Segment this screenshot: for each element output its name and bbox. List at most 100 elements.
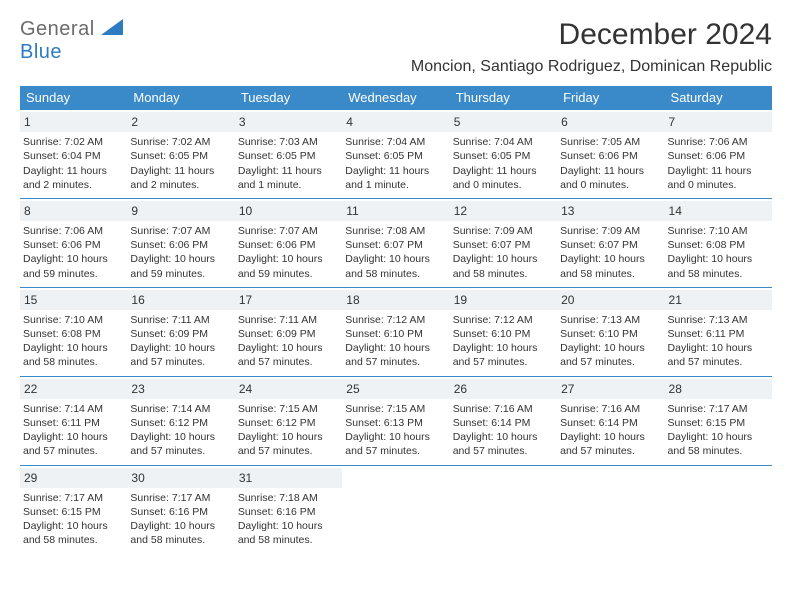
sunset-text: Sunset: 6:06 PM — [668, 149, 769, 163]
daylight-text: Daylight: 10 hours and 57 minutes. — [238, 430, 339, 458]
calendar-cell: 5Sunrise: 7:04 AMSunset: 6:05 PMDaylight… — [450, 110, 557, 199]
sunrise-text: Sunrise: 7:13 AM — [668, 313, 769, 327]
logo-text-wrap: General Blue — [20, 18, 123, 64]
day-number: 24 — [235, 379, 342, 399]
day-number: 30 — [127, 468, 234, 488]
sunrise-text: Sunrise: 7:12 AM — [345, 313, 446, 327]
calendar-cell: 14Sunrise: 7:10 AMSunset: 6:08 PMDayligh… — [665, 198, 772, 287]
sunrise-text: Sunrise: 7:14 AM — [130, 402, 231, 416]
daylight-text: Daylight: 10 hours and 57 minutes. — [453, 430, 554, 458]
sunrise-text: Sunrise: 7:07 AM — [130, 224, 231, 238]
weekday-header: Friday — [557, 86, 664, 110]
day-number: 25 — [342, 379, 449, 399]
sunset-text: Sunset: 6:08 PM — [23, 327, 124, 341]
calendar-cell: 26Sunrise: 7:16 AMSunset: 6:14 PMDayligh… — [450, 376, 557, 465]
calendar-table: Sunday Monday Tuesday Wednesday Thursday… — [20, 86, 772, 553]
weekday-header: Sunday — [20, 86, 127, 110]
sunset-text: Sunset: 6:07 PM — [345, 238, 446, 252]
day-number: 26 — [450, 379, 557, 399]
calendar-cell: 30 Sunrise: 7:17 AMSunset: 6:16 PMDayligh… — [127, 465, 234, 553]
calendar-cell: 10Sunrise: 7:07 AMSunset: 6:06 PMDayligh… — [235, 198, 342, 287]
daylight-text: Daylight: 10 hours and 59 minutes. — [130, 252, 231, 280]
day-number: 11 — [342, 201, 449, 221]
sunrise-text: Sunrise: 7:12 AM — [453, 313, 554, 327]
day-number: 8 — [20, 201, 127, 221]
sunrise-text: Sunrise: 7:11 AM — [238, 313, 339, 327]
weekday-header: Wednesday — [342, 86, 449, 110]
daylight-text: Daylight: 10 hours and 57 minutes. — [560, 430, 661, 458]
daylight-text: Daylight: 10 hours and 58 minutes. — [668, 252, 769, 280]
calendar-cell: 24 Sunrise: 7:15 AMSunset: 6:12 PMDayligh… — [235, 376, 342, 465]
sunrise-text: Sunrise: 7:08 AM — [345, 224, 446, 238]
calendar-cell: 17Sunrise: 7:11 AMSunset: 6:09 PMDayligh… — [235, 287, 342, 376]
day-number: 4 — [342, 112, 449, 132]
calendar-cell: 8Sunrise: 7:06 AMSunset: 6:06 PMDaylight… — [20, 198, 127, 287]
sunrise-text: Sunrise: 7:09 AM — [453, 224, 554, 238]
sunset-text: Sunset: 6:14 PM — [560, 416, 661, 430]
daylight-text: Daylight: 10 hours and 58 minutes. — [130, 519, 231, 547]
calendar-cell: 22Sunrise: 7:14 AMSunset: 6:11 PMDayligh… — [20, 376, 127, 465]
day-number: 3 — [235, 112, 342, 132]
sunset-text: Sunset: 6:08 PM — [668, 238, 769, 252]
sunset-text: Sunset: 6:16 PM — [130, 505, 231, 519]
calendar-row: 8Sunrise: 7:06 AMSunset: 6:06 PMDaylight… — [20, 198, 772, 287]
sunset-text: Sunset: 6:16 PM — [238, 505, 339, 519]
day-number: 27 — [557, 379, 664, 399]
sunrise-text: Sunrise: 7:16 AM — [560, 402, 661, 416]
daylight-text: Daylight: 10 hours and 57 minutes. — [345, 341, 446, 369]
daylight-text: Daylight: 10 hours and 57 minutes. — [560, 341, 661, 369]
sunrise-text: Sunrise: 7:02 AM — [130, 135, 231, 149]
daylight-text: Daylight: 11 hours and 1 minute. — [345, 164, 446, 192]
daylight-text: Daylight: 11 hours and 0 minutes. — [668, 164, 769, 192]
day-number: 13 — [557, 201, 664, 221]
calendar-cell: 25Sunrise: 7:15 AMSunset: 6:13 PMDayligh… — [342, 376, 449, 465]
sunrise-text: Sunrise: 7:15 AM — [238, 402, 339, 416]
daylight-text: Daylight: 10 hours and 57 minutes. — [668, 341, 769, 369]
sunrise-text: Sunrise: 7:14 AM — [23, 402, 124, 416]
calendar-row: 22Sunrise: 7:14 AMSunset: 6:11 PMDayligh… — [20, 376, 772, 465]
sunset-text: Sunset: 6:04 PM — [23, 149, 124, 163]
daylight-text: Daylight: 10 hours and 59 minutes. — [23, 252, 124, 280]
daylight-text: Daylight: 11 hours and 2 minutes. — [23, 164, 124, 192]
day-number: 10 — [235, 201, 342, 221]
calendar-cell: 2Sunrise: 7:02 AMSunset: 6:05 PMDaylight… — [127, 110, 234, 199]
sunrise-text: Sunrise: 7:13 AM — [560, 313, 661, 327]
day-number: 15 — [20, 290, 127, 310]
daylight-text: Daylight: 10 hours and 58 minutes. — [345, 252, 446, 280]
day-number: 1 — [20, 112, 127, 132]
sunrise-text: Sunrise: 7:17 AM — [668, 402, 769, 416]
calendar-cell: 13Sunrise: 7:09 AMSunset: 6:07 PMDayligh… — [557, 198, 664, 287]
daylight-text: Daylight: 10 hours and 58 minutes. — [560, 252, 661, 280]
sunset-text: Sunset: 6:13 PM — [345, 416, 446, 430]
sunrise-text: Sunrise: 7:06 AM — [668, 135, 769, 149]
sunrise-text: Sunrise: 7:04 AM — [453, 135, 554, 149]
day-number: 22 — [20, 379, 127, 399]
calendar-cell: 20Sunrise: 7:13 AMSunset: 6:10 PMDayligh… — [557, 287, 664, 376]
daylight-text: Daylight: 10 hours and 57 minutes. — [130, 430, 231, 458]
calendar-cell: 15Sunrise: 7:10 AMSunset: 6:08 PMDayligh… — [20, 287, 127, 376]
sunrise-text: Sunrise: 7:15 AM — [345, 402, 446, 416]
calendar-cell — [342, 465, 449, 553]
calendar-cell: 21Sunrise: 7:13 AMSunset: 6:11 PMDayligh… — [665, 287, 772, 376]
logo-general: General — [20, 18, 95, 40]
daylight-text: Daylight: 10 hours and 57 minutes. — [130, 341, 231, 369]
daylight-text: Daylight: 10 hours and 58 minutes. — [23, 519, 124, 547]
day-number: 17 — [235, 290, 342, 310]
sunrise-text: Sunrise: 7:05 AM — [560, 135, 661, 149]
sunset-text: Sunset: 6:10 PM — [560, 327, 661, 341]
day-number: 7 — [665, 112, 772, 132]
calendar-cell: 23Sunrise: 7:14 AMSunset: 6:12 PMDayligh… — [127, 376, 234, 465]
day-number: 21 — [665, 290, 772, 310]
sunset-text: Sunset: 6:15 PM — [668, 416, 769, 430]
sunrise-text: Sunrise: 7:04 AM — [345, 135, 446, 149]
calendar-cell: 19Sunrise: 7:12 AMSunset: 6:10 PMDayligh… — [450, 287, 557, 376]
sunset-text: Sunset: 6:12 PM — [238, 416, 339, 430]
sunrise-text: Sunrise: 7:17 AM — [130, 491, 231, 505]
day-number: 23 — [127, 379, 234, 399]
day-number: 31 — [235, 468, 342, 488]
calendar-cell: 6Sunrise: 7:05 AMSunset: 6:06 PMDaylight… — [557, 110, 664, 199]
sunrise-text: Sunrise: 7:11 AM — [130, 313, 231, 327]
sunset-text: Sunset: 6:05 PM — [345, 149, 446, 163]
sunrise-text: Sunrise: 7:02 AM — [23, 135, 124, 149]
daylight-text: Daylight: 10 hours and 58 minutes. — [668, 430, 769, 458]
